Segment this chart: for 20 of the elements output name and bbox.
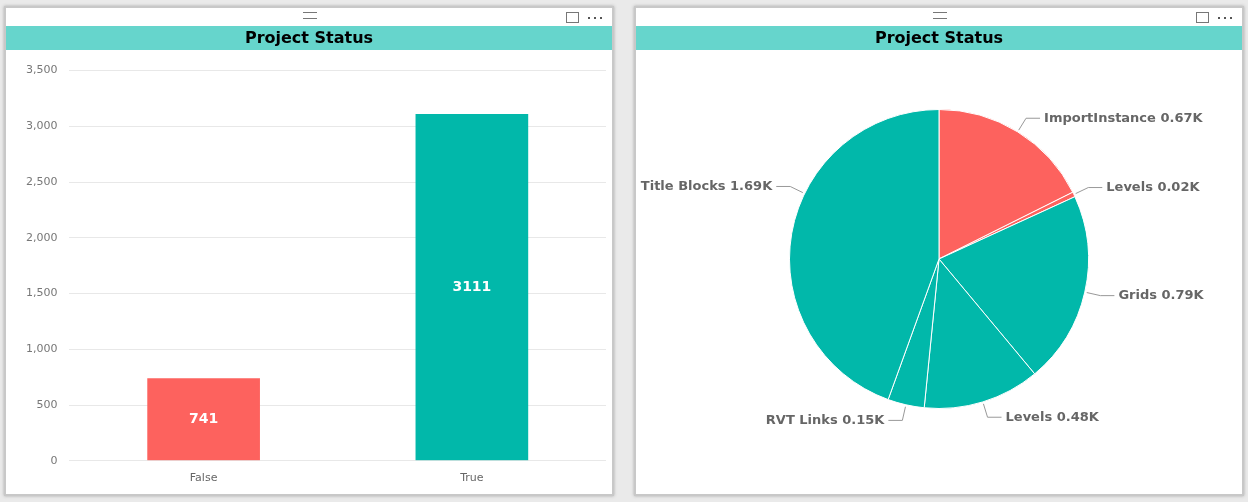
data-label: 3111 [452, 277, 492, 294]
y-tick-label: 1,500 [25, 286, 58, 300]
y-tick-label: 0 [50, 453, 58, 467]
slice-label: ImportInstance 0.67K [1044, 109, 1204, 125]
y-tick-label: 2,500 [25, 174, 58, 188]
y-tick-label: 500 [36, 397, 58, 411]
slice-label: Grids 0.79K [1118, 287, 1205, 303]
slice-label: Levels 0.02K [1106, 178, 1201, 194]
chart-title: Project Status [636, 26, 1242, 50]
y-tick-label: 3,500 [25, 63, 58, 77]
data-label: 741 [189, 409, 219, 426]
y-tick-label: 1,000 [25, 342, 58, 356]
y-tick-label: 3,000 [25, 119, 58, 133]
y-tick-label: 2,000 [25, 230, 58, 244]
slice-label: Title Blocks 1.69K [640, 177, 774, 193]
chart-title: Project Status [6, 26, 612, 50]
slice-label: Levels 0.48K [1005, 408, 1100, 424]
slice-label: RVT Links 0.15K [765, 411, 886, 427]
x-tick-label: True [459, 471, 484, 485]
x-tick-label: False [189, 471, 218, 485]
